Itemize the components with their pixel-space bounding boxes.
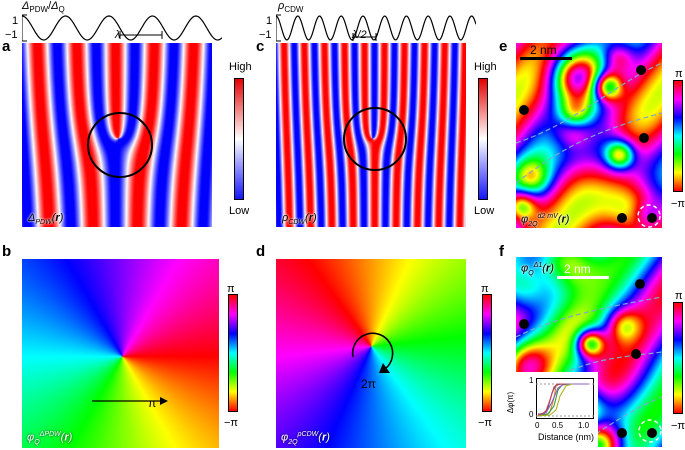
image-label-e: φ2Qd2 mV(r): [521, 213, 570, 228]
colorbar-top-e: π: [675, 68, 683, 80]
image-label-a: ΔPDW(r): [28, 212, 64, 227]
trace-title-c: ρCDW: [278, 0, 304, 15]
wavelength-label-c: λ/2: [352, 29, 367, 41]
colorbar-high-a: High: [229, 61, 252, 73]
colorbar-bottom-f: −π: [671, 420, 685, 432]
colorbar-f: [673, 302, 683, 414]
phase-map-e: [516, 43, 662, 228]
inset-xtick-05: 0.5: [552, 421, 564, 430]
defect-point: [617, 428, 627, 438]
defect-point: [639, 133, 649, 143]
colorbar-low-a: Low: [229, 205, 250, 217]
colorbar-bottom-e: −π: [671, 198, 685, 210]
inset-ylabel: Δφ(π): [506, 391, 516, 414]
panel-label-b: b: [2, 243, 12, 260]
loop-label-d: 2π: [361, 377, 376, 391]
trace-plot-c: [276, 14, 476, 42]
phase-image-d: [276, 259, 466, 448]
scalebar-label-f: 2 nm: [564, 262, 591, 276]
pdw-image-a: [22, 43, 212, 227]
arrow-b: [92, 397, 168, 405]
panel-label-c: c: [256, 38, 265, 55]
inset-ytick-0: 0: [529, 410, 534, 419]
colorbar-high-c: High: [474, 61, 497, 73]
colorbar-low-c: Low: [474, 205, 495, 217]
defect-point: [636, 65, 646, 75]
colorbar-a: [234, 78, 244, 200]
colorbar-b: [228, 294, 238, 412]
colorbar-d: [482, 294, 492, 412]
inset-xlabel: Distance (nm): [538, 432, 595, 442]
wavelength-label-a: λ: [115, 29, 121, 41]
image-label-f: φQΔ1(r): [521, 262, 554, 277]
defect-point: [617, 213, 627, 223]
colorbar-top-f: π: [675, 290, 683, 302]
trace-tick-top-c: 1: [266, 15, 273, 27]
trace-tick-top-a: 1: [12, 15, 19, 27]
defect-point: [631, 349, 641, 359]
colorbar-c: [478, 78, 488, 200]
inset-f: Δφ(π) 1 0 0 0.5 1.0 Distance (nm): [506, 372, 598, 447]
colorbar-top-b: π: [227, 283, 235, 295]
inset-ytick-1: 1: [529, 376, 534, 385]
image-label-b: φQΔPDW(r): [27, 431, 73, 446]
colorbar-e: [673, 80, 683, 192]
defect-point: [519, 105, 529, 115]
arrow-label-b: π: [148, 396, 157, 410]
inset-plot: [536, 378, 594, 419]
scalebar-label-e: 2 nm: [530, 43, 557, 57]
trace-tick-bottom-a: −1: [5, 29, 18, 41]
image-label-c: ρCDW(r): [282, 212, 317, 227]
inset-xtick-0: 0: [535, 421, 540, 430]
defect-point: [519, 319, 529, 329]
panel-label-f: f: [499, 243, 504, 260]
colorbar-top-d: π: [481, 283, 489, 295]
vortex-circle-c: [343, 107, 407, 171]
defect-point: [647, 428, 657, 438]
cdw-image-c: [276, 43, 466, 227]
image-label-d: φ2QρCDW(r): [281, 431, 330, 446]
colorbar-bottom-d: −π: [478, 417, 493, 429]
trace-tick-bottom-c: −1: [259, 29, 272, 41]
defect-point: [647, 213, 657, 223]
panel-label-e: e: [499, 38, 508, 55]
scalebar-f: [557, 276, 609, 279]
loop-arrow-d: [351, 332, 394, 373]
panel-label-d: d: [256, 243, 266, 260]
defect-point: [635, 279, 645, 289]
trace-plot-a: [22, 14, 222, 42]
inset-xtick-10: 1.0: [578, 421, 590, 430]
phase-image-b: [22, 259, 219, 448]
panel-label-a: a: [2, 38, 11, 55]
scalebar-e: [520, 57, 572, 60]
colorbar-bottom-b: −π: [224, 417, 239, 429]
vortex-circle-a: [87, 112, 153, 178]
trace-title-a: ΔPDW/ΔQ: [22, 0, 65, 15]
